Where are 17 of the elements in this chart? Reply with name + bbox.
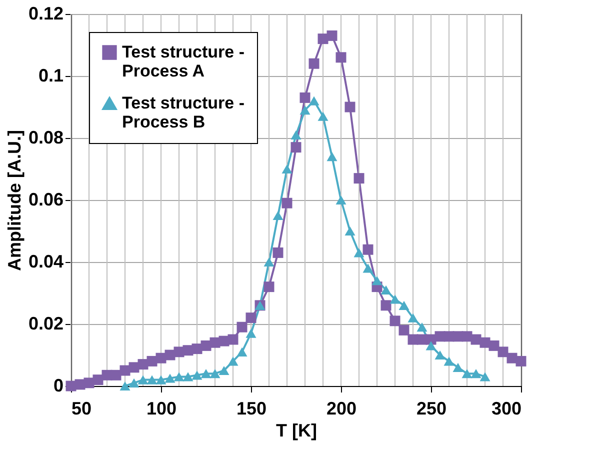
y-tick-label: 0.1 bbox=[38, 66, 64, 86]
x-tick-label: 50 bbox=[72, 398, 92, 418]
y-tick-label: 0 bbox=[53, 376, 64, 396]
y-tick-label: 0.12 bbox=[28, 4, 64, 24]
y-tick-label: 0.02 bbox=[28, 314, 64, 334]
legend-label: Test structure - Process A bbox=[122, 42, 244, 80]
y-tick-label: 0.08 bbox=[28, 128, 64, 148]
y-tick-label: 0.04 bbox=[28, 252, 64, 272]
x-tick-label: 200 bbox=[326, 398, 357, 418]
legend-label: Test structure - Process B bbox=[122, 94, 244, 132]
x-tick-label: 150 bbox=[236, 398, 267, 418]
x-tick-label: 300 bbox=[491, 398, 522, 418]
x-axis-title: T [K] bbox=[276, 420, 317, 440]
x-tick-label: 250 bbox=[416, 398, 447, 418]
y-tick-label: 0.06 bbox=[28, 190, 64, 210]
y-axis-title: Amplitude [A.U.] bbox=[4, 130, 24, 271]
x-tick-label: 100 bbox=[146, 398, 177, 418]
